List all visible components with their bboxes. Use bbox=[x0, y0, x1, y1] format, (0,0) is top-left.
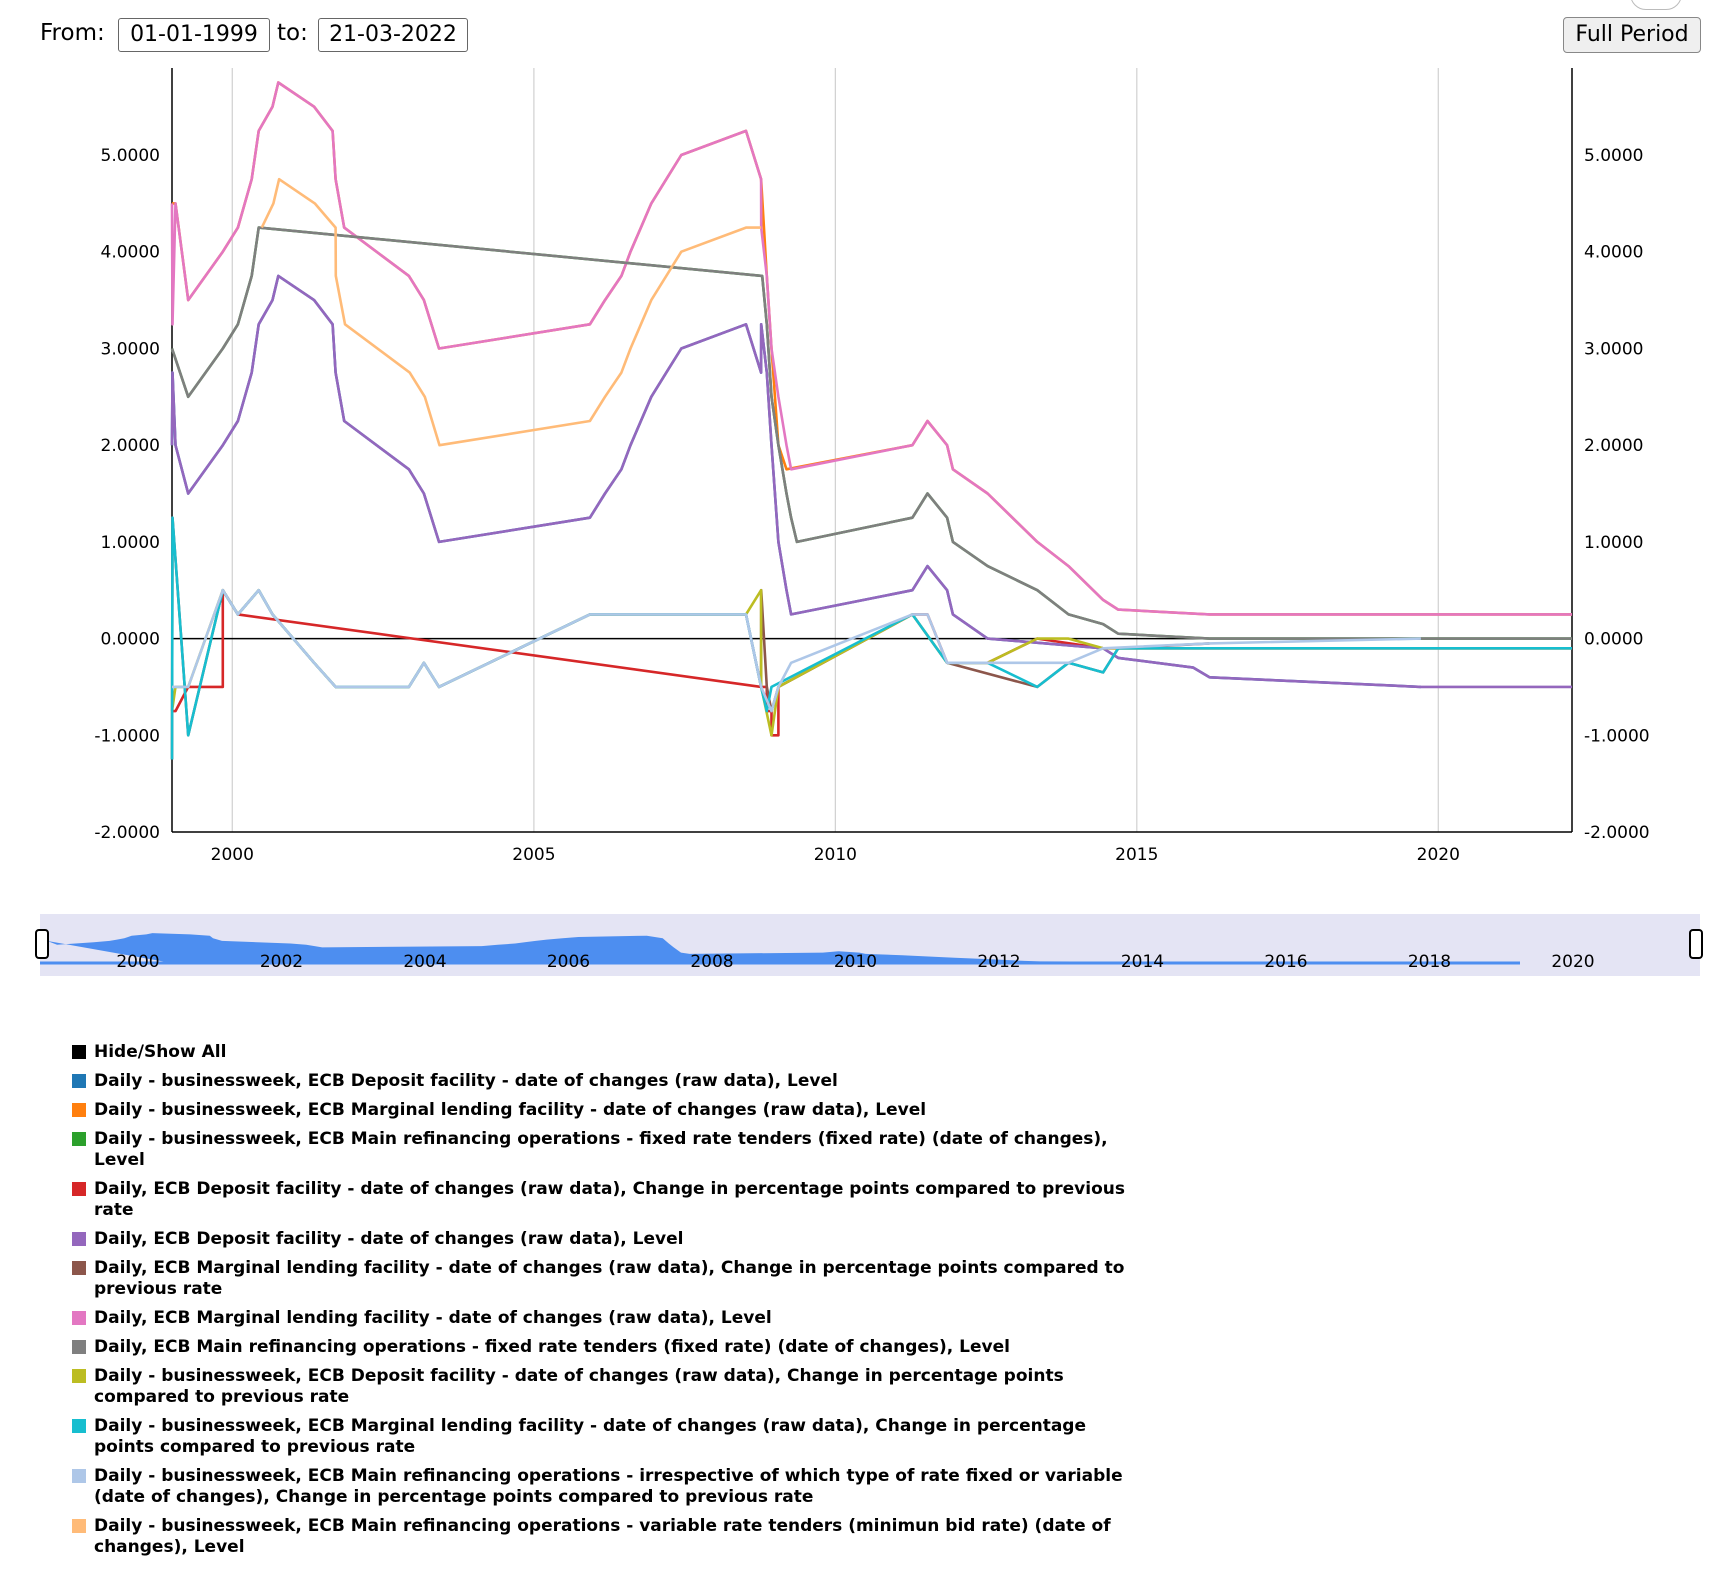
legend-label: Daily - businessweek, ECB Deposit facili… bbox=[94, 1366, 1064, 1407]
legend-item-4[interactable]: Daily, ECB Deposit facility - date of ch… bbox=[72, 1179, 1132, 1221]
x-tick-label: 2000 bbox=[211, 845, 254, 865]
x-tick-label: 2015 bbox=[1115, 845, 1158, 865]
series-line-7 bbox=[170, 81, 1572, 616]
series-line-5 bbox=[170, 274, 1572, 689]
rates-chart: 2000 2005 2010 2015 2020 -2.0000 -1.0000 0.0000… bbox=[35, 68, 1703, 976]
navigator-background bbox=[40, 914, 1700, 976]
legend-label: Daily, ECB Marginal lending facility - d… bbox=[94, 1258, 1125, 1299]
legend-label: Daily, ECB Marginal lending facility - d… bbox=[94, 1308, 772, 1328]
y-tick-label-left: 4.0000 bbox=[101, 243, 160, 263]
series-line-3 bbox=[170, 226, 1572, 640]
legend-label: Hide/Show All bbox=[94, 1042, 227, 1062]
navigator-left-handle bbox=[35, 929, 49, 959]
legend-hide-show-all[interactable]: Hide/Show All bbox=[72, 1042, 1132, 1063]
navigator-tick-label: 2014 bbox=[1121, 952, 1164, 972]
range-navigator[interactable]: 2000 2002 2004 2006 2008 2010 2012 2014 2016 2018… bbox=[35, 914, 1703, 976]
legend-item-8[interactable]: Daily, ECB Main refinancing operations -… bbox=[72, 1337, 1132, 1358]
y-tick-label-right: 0.0000 bbox=[1584, 630, 1643, 650]
legend-label: Daily - businessweek, ECB Main refinanci… bbox=[94, 1129, 1108, 1170]
legend-label: Daily - businessweek, ECB Marginal lendi… bbox=[94, 1416, 1087, 1457]
navigator-tick-label: 2016 bbox=[1264, 952, 1307, 972]
y-tick-label-right: -1.0000 bbox=[1584, 726, 1650, 746]
legend-item-9[interactable]: Daily - businessweek, ECB Deposit facili… bbox=[72, 1366, 1132, 1408]
legend-swatch bbox=[72, 1419, 86, 1433]
legend-swatch bbox=[72, 1340, 86, 1354]
series-line-2 bbox=[172, 81, 1572, 616]
legend-item-11[interactable]: Daily - businessweek, ECB Main refinanci… bbox=[72, 1466, 1132, 1508]
y-tick-label-left: 2.0000 bbox=[101, 436, 160, 456]
grid-lines bbox=[231, 68, 1439, 832]
full-period-button[interactable]: Full Period bbox=[1563, 17, 1701, 53]
from-label: From: bbox=[40, 20, 105, 46]
legend-item-1[interactable]: Daily - businessweek, ECB Deposit facili… bbox=[72, 1071, 1132, 1092]
series-line-1 bbox=[170, 274, 1421, 689]
navigator-tick-label: 2018 bbox=[1408, 952, 1451, 972]
navigator-tick-label: 2002 bbox=[260, 952, 303, 972]
legend-swatch bbox=[72, 1103, 86, 1117]
series-line-4 bbox=[172, 588, 1572, 737]
series-line-12 bbox=[260, 177, 762, 447]
y-tick-label-left: 3.0000 bbox=[101, 339, 160, 359]
legend-label: Daily, ECB Main refinancing operations -… bbox=[94, 1337, 1010, 1357]
navigator-tick-label: 2008 bbox=[690, 952, 733, 972]
legend-label: Daily - businessweek, ECB Marginal lendi… bbox=[94, 1100, 927, 1120]
to-date-input[interactable]: 21-03-2022 bbox=[318, 18, 468, 52]
legend-swatch bbox=[72, 1132, 86, 1146]
legend-item-10[interactable]: Daily - businessweek, ECB Marginal lendi… bbox=[72, 1416, 1132, 1458]
y-tick-label-right: 3.0000 bbox=[1584, 339, 1643, 359]
tick-labels: 2000 2005 2010 2015 2020 -2.0000 -1.0000 0.0000… bbox=[94, 146, 1649, 865]
y-tick-label-right: -2.0000 bbox=[1584, 823, 1650, 843]
legend-items: Daily - businessweek, ECB Deposit facili… bbox=[72, 1071, 1132, 1558]
series-line-11 bbox=[172, 588, 1421, 713]
y-tick-label-left: 5.0000 bbox=[101, 146, 160, 166]
legend-item-6[interactable]: Daily, ECB Marginal lending facility - d… bbox=[72, 1258, 1132, 1300]
y-tick-label-left: 1.0000 bbox=[101, 533, 160, 553]
y-tick-label-left: 0.0000 bbox=[101, 630, 160, 650]
legend-item-7[interactable]: Daily, ECB Marginal lending facility - d… bbox=[72, 1308, 1132, 1329]
navigator-tick-label: 2010 bbox=[834, 952, 877, 972]
y-tick-label-right: 4.0000 bbox=[1584, 243, 1643, 263]
legend-label: Daily, ECB Deposit facility - date of ch… bbox=[94, 1179, 1125, 1220]
to-label: to: bbox=[277, 20, 308, 46]
legend-label: Daily - businessweek, ECB Deposit facili… bbox=[94, 1071, 838, 1091]
navigator-area bbox=[40, 933, 1520, 963]
legend-item-2[interactable]: Daily - businessweek, ECB Marginal lendi… bbox=[72, 1100, 1132, 1121]
legend-item-3[interactable]: Daily - businessweek, ECB Main refinanci… bbox=[72, 1129, 1132, 1171]
legend-item-12[interactable]: Daily - businessweek, ECB Main refinanci… bbox=[72, 1516, 1132, 1558]
y-tick-label-left: -2.0000 bbox=[94, 823, 160, 843]
navigator-tick-label: 2012 bbox=[977, 952, 1020, 972]
navigator-tick-label: 2006 bbox=[547, 952, 590, 972]
legend-swatch bbox=[72, 1045, 86, 1059]
navigator-right-handle bbox=[1689, 929, 1703, 959]
series-group bbox=[170, 81, 1572, 760]
x-tick-label: 2020 bbox=[1417, 845, 1460, 865]
x-tick-label: 2010 bbox=[814, 845, 857, 865]
legend-swatch bbox=[72, 1232, 86, 1246]
legend-swatch bbox=[72, 1469, 86, 1483]
legend-swatch bbox=[72, 1369, 86, 1383]
from-date-input[interactable]: 01-01-1999 bbox=[118, 18, 270, 52]
x-tick-label: 2005 bbox=[512, 845, 555, 865]
legend-swatch bbox=[72, 1519, 86, 1533]
y-tick-label-right: 5.0000 bbox=[1584, 146, 1643, 166]
legend-label: Daily, ECB Deposit facility - date of ch… bbox=[94, 1229, 684, 1249]
navigator-tick-label: 2004 bbox=[403, 952, 446, 972]
date-range-bar: From: 01-01-1999 to: 21-03-2022 Full Per… bbox=[0, 0, 1720, 60]
legend-swatch bbox=[72, 1182, 86, 1196]
y-tick-label-right: 1.0000 bbox=[1584, 533, 1643, 553]
legend-swatch bbox=[72, 1074, 86, 1088]
series-line-9 bbox=[170, 588, 1572, 737]
legend: Hide/Show All Daily - businessweek, ECB … bbox=[72, 1042, 1132, 1566]
legend-label: Daily - businessweek, ECB Main refinanci… bbox=[94, 1516, 1111, 1557]
y-tick-label-right: 2.0000 bbox=[1584, 436, 1643, 456]
navigator-tick-label: 2020 bbox=[1551, 952, 1594, 972]
y-tick-label-left: -1.0000 bbox=[94, 726, 160, 746]
legend-swatch bbox=[72, 1311, 86, 1325]
navigator-tick-label: 2000 bbox=[116, 952, 159, 972]
series-line-8 bbox=[170, 226, 1572, 640]
legend-label: Daily - businessweek, ECB Main refinanci… bbox=[94, 1466, 1123, 1507]
legend-swatch bbox=[72, 1261, 86, 1275]
legend-item-5[interactable]: Daily, ECB Deposit facility - date of ch… bbox=[72, 1229, 1132, 1250]
